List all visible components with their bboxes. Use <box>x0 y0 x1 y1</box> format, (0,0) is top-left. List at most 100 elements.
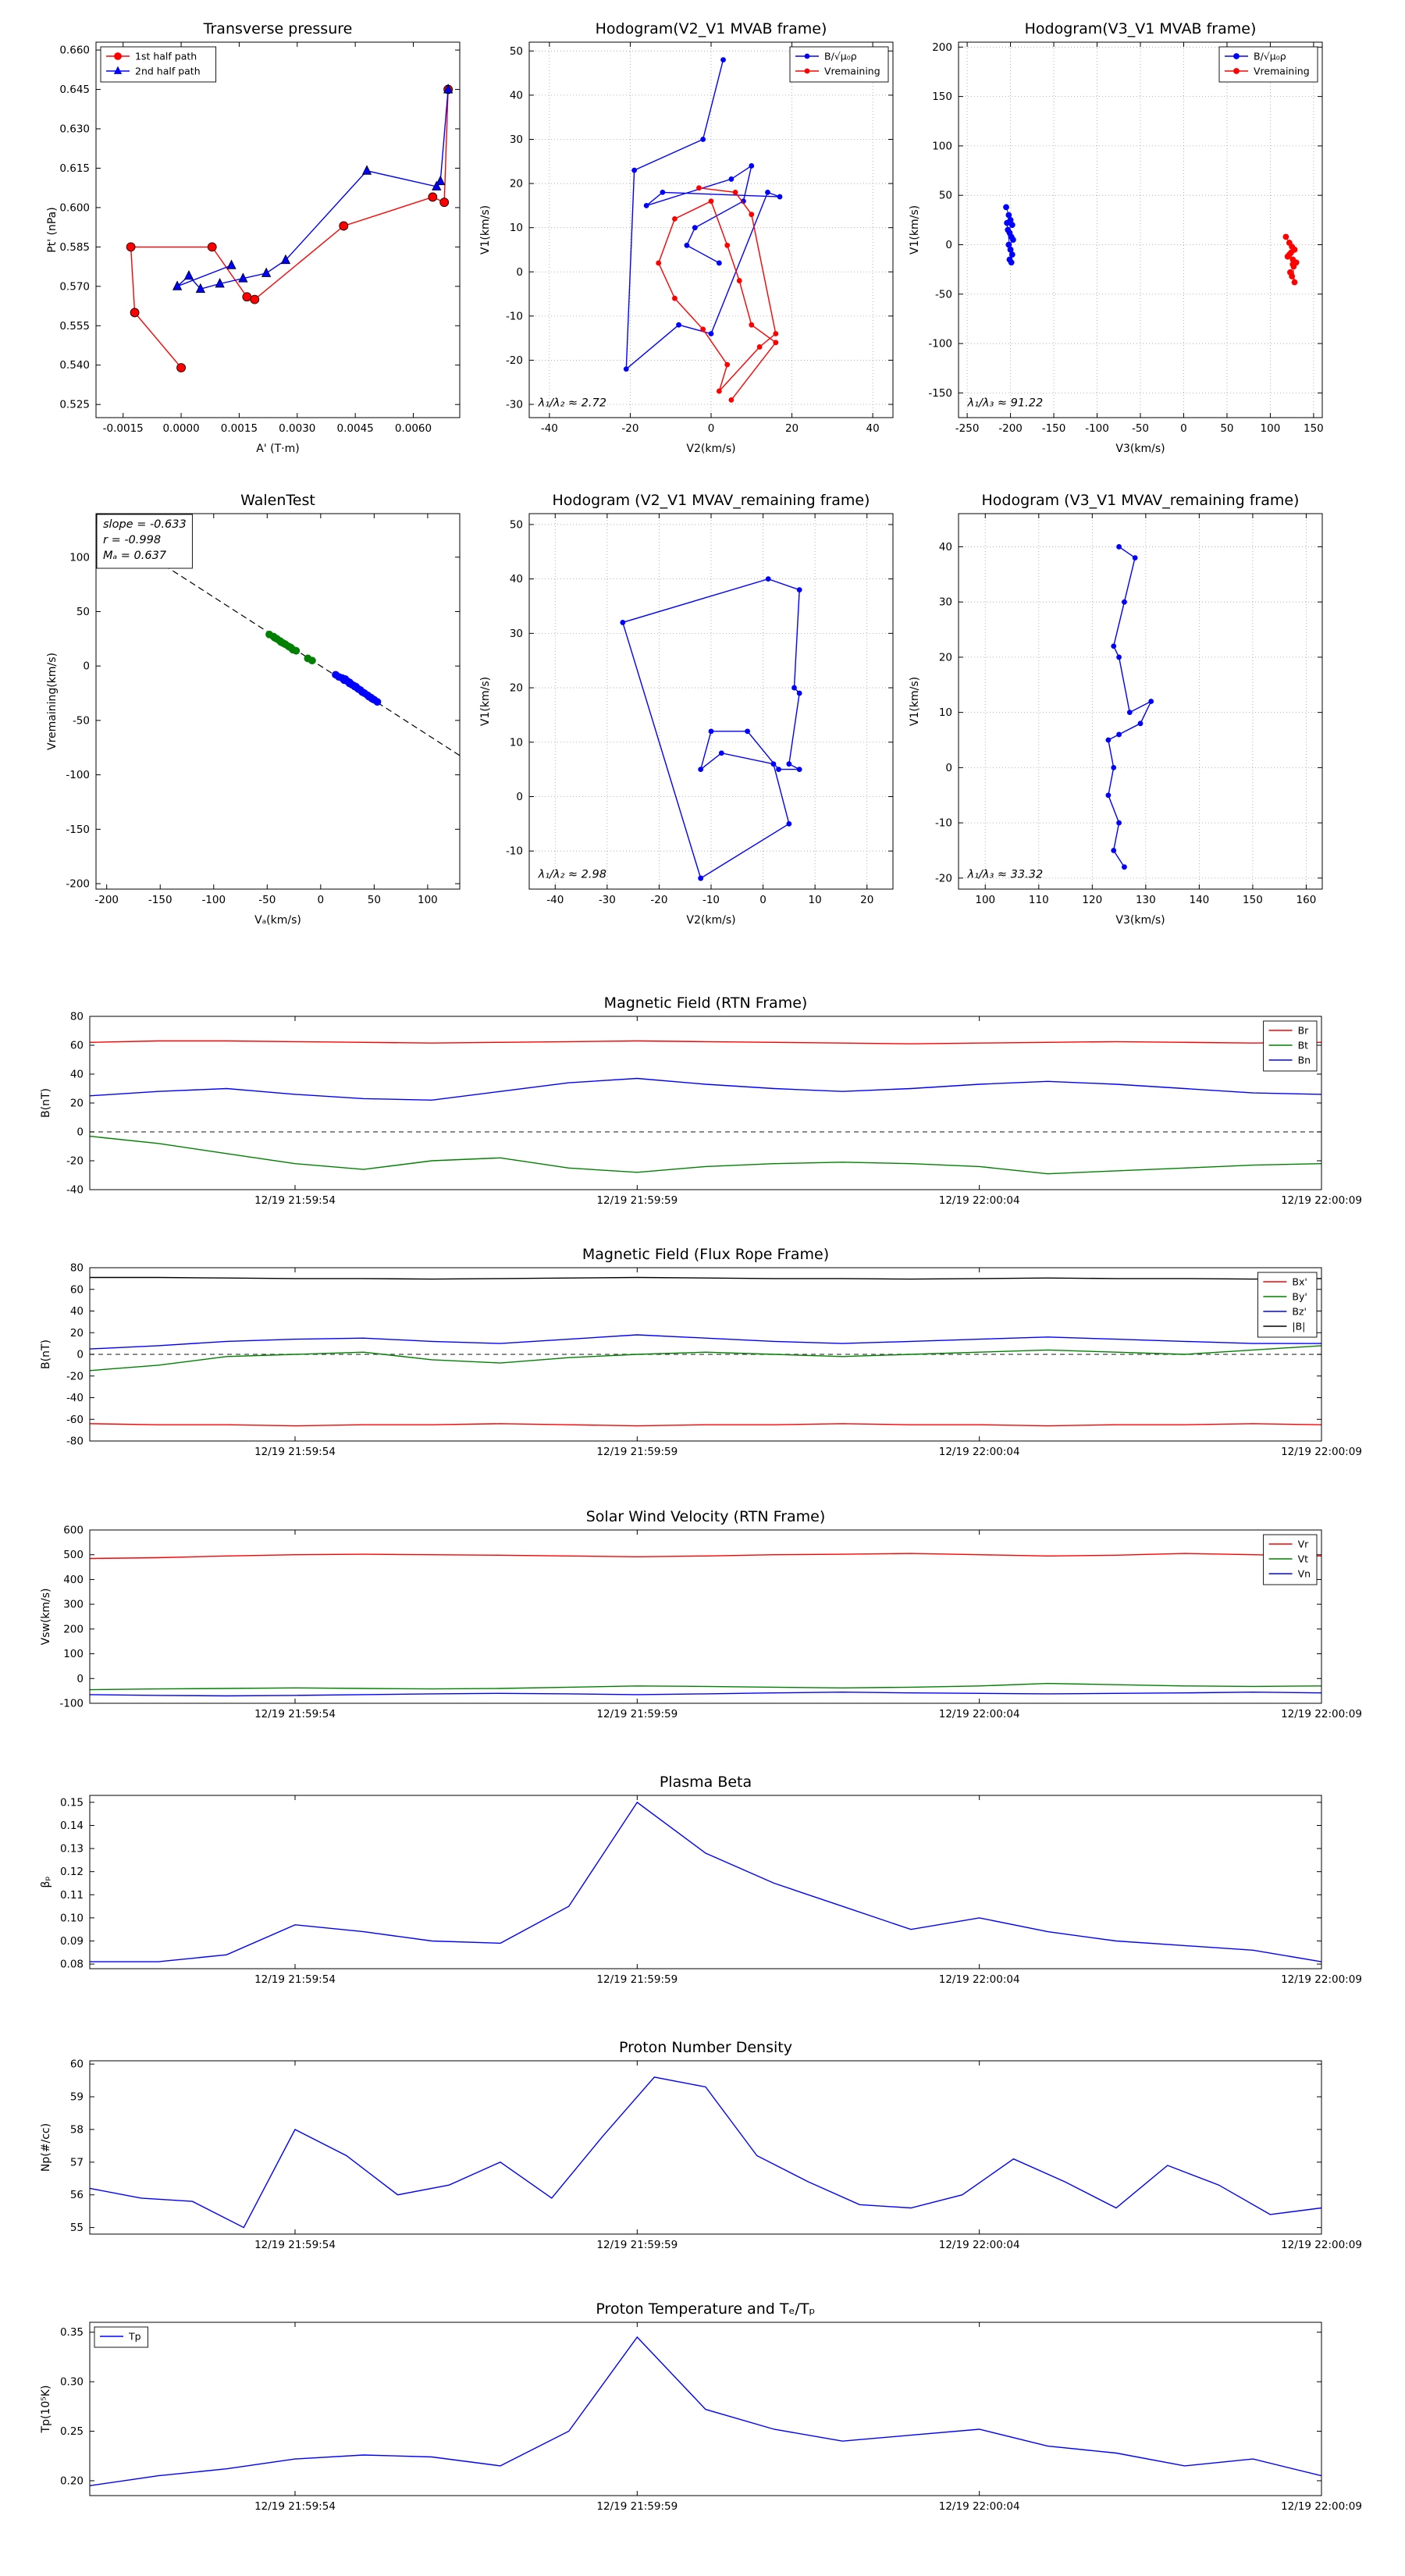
svg-text:100: 100 <box>69 551 90 564</box>
svg-text:20: 20 <box>70 1098 84 1110</box>
svg-text:Vremaining: Vremaining <box>824 66 880 77</box>
svg-text:Solar Wind Velocity (RTN Frame: Solar Wind Velocity (RTN Frame) <box>586 1508 826 1525</box>
svg-text:Magnetic Field (Flux Rope Fram: Magnetic Field (Flux Rope Frame) <box>582 1246 829 1263</box>
svg-text:12/19 21:59:54: 12/19 21:59:54 <box>254 1194 336 1207</box>
svg-text:0.570: 0.570 <box>59 280 90 293</box>
svg-text:0: 0 <box>945 762 952 774</box>
svg-text:slope = -0.633: slope = -0.633 <box>103 518 187 531</box>
chart-magnetic-field-flux-rope: 12/19 21:59:54 12/19 21:59:59 12/19 22:00:… <box>40 1246 1362 1458</box>
svg-text:λ₁/λ₂ ≈ 2.98: λ₁/λ₂ ≈ 2.98 <box>538 869 606 881</box>
svg-text:60: 60 <box>70 2058 84 2071</box>
svg-text:10: 10 <box>510 736 523 749</box>
svg-text:150: 150 <box>1304 422 1324 435</box>
svg-text:12/19 22:00:09: 12/19 22:00:09 <box>1281 2239 1362 2251</box>
svg-text:0.30: 0.30 <box>60 2376 84 2389</box>
svg-text:150: 150 <box>932 91 952 103</box>
svg-text:Vremaining: Vremaining <box>1254 66 1310 77</box>
svg-text:-100: -100 <box>201 894 226 906</box>
svg-text:0.660: 0.660 <box>59 44 90 57</box>
svg-text:160: 160 <box>1297 894 1317 906</box>
svg-text:12/19 21:59:54: 12/19 21:59:54 <box>254 1973 336 1986</box>
svg-text:12/19 22:00:09: 12/19 22:00:09 <box>1281 1194 1362 1207</box>
svg-text:-100: -100 <box>1085 422 1109 435</box>
svg-text:V1(km/s): V1(km/s) <box>479 205 492 254</box>
svg-text:Br: Br <box>1298 1025 1310 1037</box>
svg-text:150: 150 <box>1243 894 1263 906</box>
svg-text:1st half path: 1st half path <box>135 51 197 62</box>
svg-text:40: 40 <box>510 89 523 101</box>
svg-text:30: 30 <box>510 628 523 640</box>
svg-text:40: 40 <box>510 573 523 585</box>
svg-text:60: 60 <box>70 1040 84 1052</box>
svg-text:λ₁/λ₃ ≈ 33.32: λ₁/λ₃ ≈ 33.32 <box>967 869 1044 881</box>
svg-text:V2(km/s): V2(km/s) <box>686 914 735 927</box>
svg-text:-20: -20 <box>66 1155 84 1168</box>
svg-text:Bz': Bz' <box>1292 1306 1307 1318</box>
svg-text:58: 58 <box>70 2123 84 2136</box>
svg-text:80: 80 <box>70 1011 84 1023</box>
svg-text:10: 10 <box>510 222 523 234</box>
svg-text:V3(km/s): V3(km/s) <box>1115 914 1165 927</box>
svg-text:Vn: Vn <box>1298 1568 1311 1580</box>
svg-text:30: 30 <box>510 133 523 146</box>
svg-text:12/19 22:00:04: 12/19 22:00:04 <box>939 1446 1020 1458</box>
svg-text:12/19 21:59:54: 12/19 21:59:54 <box>254 1446 336 1458</box>
svg-text:-150: -150 <box>1042 422 1066 435</box>
svg-text:20: 20 <box>785 422 799 435</box>
svg-text:12/19 22:00:04: 12/19 22:00:04 <box>939 2239 1020 2251</box>
svg-text:50: 50 <box>939 190 952 202</box>
svg-text:50: 50 <box>510 518 523 531</box>
svg-text:500: 500 <box>63 1549 84 1561</box>
svg-text:0.0030: 0.0030 <box>279 422 315 435</box>
svg-text:20: 20 <box>939 651 952 664</box>
svg-text:60: 60 <box>70 1283 84 1296</box>
svg-text:λ₁/λ₃ ≈ 91.22: λ₁/λ₃ ≈ 91.22 <box>967 397 1044 410</box>
svg-text:Vt: Vt <box>1298 1553 1309 1565</box>
svg-text:r = -0.998: r = -0.998 <box>103 534 161 546</box>
svg-text:-10: -10 <box>506 310 523 322</box>
svg-text:50: 50 <box>510 45 523 58</box>
svg-text:λ₁/λ₂ ≈ 2.72: λ₁/λ₂ ≈ 2.72 <box>538 397 606 410</box>
svg-text:-40: -40 <box>546 894 564 906</box>
svg-text:Magnetic Field (RTN Frame): Magnetic Field (RTN Frame) <box>604 994 808 1012</box>
svg-text:0: 0 <box>708 422 715 435</box>
svg-text:100: 100 <box>1261 422 1281 435</box>
svg-text:50: 50 <box>368 894 381 906</box>
svg-text:12/19 21:59:54: 12/19 21:59:54 <box>254 2500 336 2513</box>
svg-text:V3(km/s): V3(km/s) <box>1115 443 1165 455</box>
svg-text:0.525: 0.525 <box>59 399 90 411</box>
svg-text:30: 30 <box>939 596 952 609</box>
svg-text:WalenTest: WalenTest <box>240 492 315 509</box>
svg-text:20: 20 <box>860 894 873 906</box>
svg-text:40: 40 <box>70 1305 84 1318</box>
svg-text:-20: -20 <box>621 422 638 435</box>
chart-proton-temperature: 12/19 21:59:54 12/19 21:59:59 12/19 22:00:… <box>40 2300 1362 2513</box>
svg-text:A' (T·m): A' (T·m) <box>256 443 299 455</box>
svg-text:-10: -10 <box>935 817 952 830</box>
svg-text:140: 140 <box>1189 894 1209 906</box>
svg-text:V2(km/s): V2(km/s) <box>686 443 735 455</box>
svg-text:2nd half path: 2nd half path <box>135 66 201 77</box>
svg-text:-20: -20 <box>650 894 667 906</box>
svg-text:0: 0 <box>83 660 90 673</box>
svg-text:B(nT): B(nT) <box>40 1340 52 1369</box>
svg-text:100: 100 <box>932 140 952 152</box>
svg-text:12/19 22:00:04: 12/19 22:00:04 <box>939 1708 1020 1720</box>
svg-text:βₚ: βₚ <box>40 1877 52 1888</box>
svg-text:Mₐ = 0.637: Mₐ = 0.637 <box>103 550 167 562</box>
svg-text:0.0060: 0.0060 <box>395 422 432 435</box>
svg-text:B/√μ₀ρ: B/√μ₀ρ <box>1254 51 1286 62</box>
svg-text:50: 50 <box>1220 422 1233 435</box>
svg-text:110: 110 <box>1029 894 1049 906</box>
svg-text:Np(#/cc): Np(#/cc) <box>40 2123 52 2172</box>
svg-text:0.35: 0.35 <box>60 2326 84 2339</box>
svg-text:Hodogram (V2_V1 MVAV_remaining: Hodogram (V2_V1 MVAV_remaining frame) <box>553 492 870 509</box>
svg-text:10: 10 <box>939 706 952 719</box>
svg-text:120: 120 <box>1082 894 1102 906</box>
svg-text:56: 56 <box>70 2189 84 2201</box>
svg-text:100: 100 <box>975 894 995 906</box>
svg-text:0.0000: 0.0000 <box>162 422 199 435</box>
svg-text:Transverse pressure: Transverse pressure <box>203 20 353 37</box>
svg-text:12/19 21:59:59: 12/19 21:59:59 <box>596 1708 678 1720</box>
